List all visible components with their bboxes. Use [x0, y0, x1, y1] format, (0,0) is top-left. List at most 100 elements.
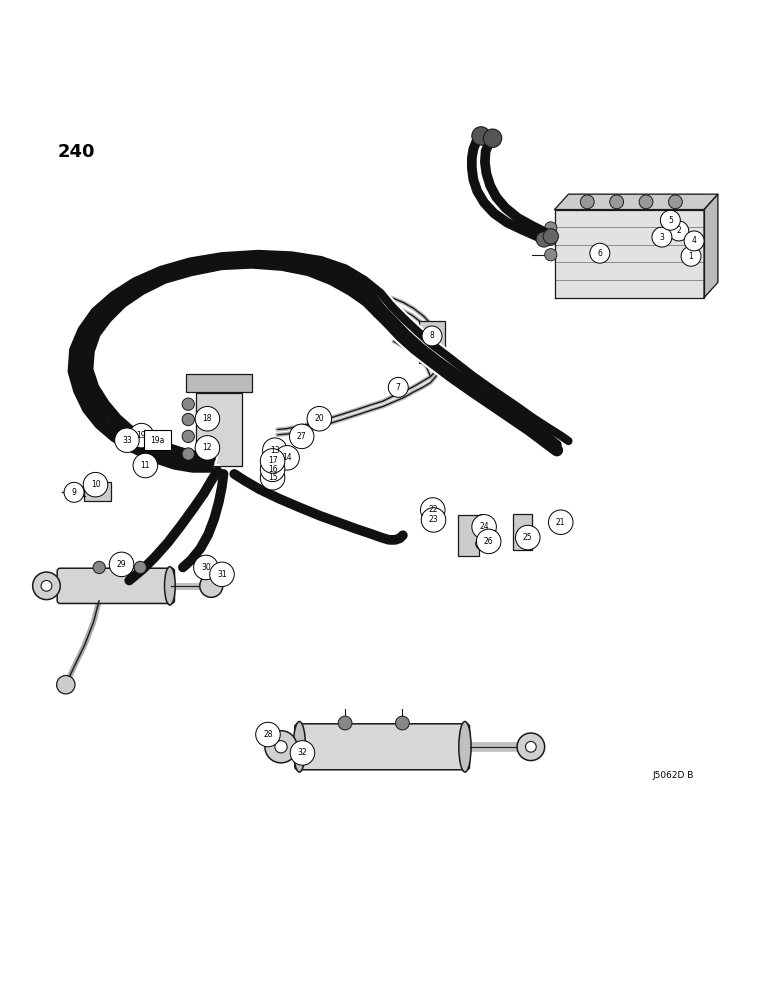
Circle shape: [660, 210, 680, 230]
Text: 32: 32: [298, 748, 307, 757]
Text: 22: 22: [428, 505, 438, 514]
Ellipse shape: [459, 722, 471, 772]
Text: 10: 10: [90, 480, 100, 489]
Circle shape: [476, 529, 501, 554]
Circle shape: [543, 229, 558, 244]
Text: 4: 4: [692, 236, 696, 245]
Text: 21: 21: [556, 518, 566, 527]
Circle shape: [517, 733, 545, 761]
Circle shape: [182, 448, 195, 460]
FancyBboxPatch shape: [57, 568, 174, 603]
Ellipse shape: [164, 567, 175, 605]
Text: 5: 5: [668, 216, 672, 225]
Text: 27: 27: [297, 432, 306, 441]
Text: 29: 29: [117, 560, 127, 569]
Circle shape: [265, 731, 297, 763]
Circle shape: [669, 221, 689, 241]
Circle shape: [307, 406, 332, 431]
FancyBboxPatch shape: [295, 724, 469, 770]
Text: 240: 240: [58, 143, 96, 161]
Circle shape: [32, 572, 60, 600]
Circle shape: [275, 741, 287, 753]
Text: 13: 13: [270, 446, 279, 455]
Circle shape: [516, 525, 540, 550]
Circle shape: [472, 127, 490, 145]
Circle shape: [526, 741, 537, 752]
FancyBboxPatch shape: [186, 374, 252, 392]
FancyBboxPatch shape: [84, 482, 111, 501]
Circle shape: [83, 472, 108, 497]
Circle shape: [260, 457, 285, 482]
Circle shape: [669, 195, 682, 209]
Circle shape: [537, 232, 551, 247]
Polygon shape: [196, 393, 242, 466]
Circle shape: [422, 508, 445, 532]
Circle shape: [182, 430, 195, 443]
Text: 33: 33: [122, 436, 132, 445]
Text: 19: 19: [137, 431, 147, 440]
Circle shape: [581, 195, 594, 209]
Circle shape: [194, 555, 218, 580]
Text: 23: 23: [428, 515, 438, 524]
Circle shape: [684, 231, 704, 251]
Circle shape: [260, 466, 285, 490]
Text: 16: 16: [268, 465, 277, 474]
Circle shape: [545, 249, 557, 261]
Polygon shape: [554, 194, 718, 210]
Polygon shape: [554, 210, 704, 298]
Circle shape: [395, 716, 409, 730]
Ellipse shape: [293, 722, 306, 772]
Circle shape: [590, 243, 610, 263]
Circle shape: [639, 195, 653, 209]
Circle shape: [476, 538, 488, 550]
Circle shape: [472, 515, 496, 539]
Text: 24: 24: [479, 522, 489, 531]
Text: 2: 2: [676, 226, 681, 235]
Text: 9: 9: [72, 488, 76, 497]
Circle shape: [290, 741, 315, 765]
Circle shape: [290, 424, 314, 449]
Circle shape: [110, 552, 134, 577]
Text: 14: 14: [283, 453, 292, 462]
Circle shape: [388, 377, 408, 397]
Circle shape: [134, 561, 147, 574]
Text: 26: 26: [484, 537, 493, 546]
Circle shape: [652, 227, 672, 247]
Circle shape: [476, 526, 488, 538]
Circle shape: [129, 423, 154, 448]
Circle shape: [133, 453, 157, 478]
Circle shape: [56, 676, 75, 694]
Text: 18: 18: [203, 414, 212, 423]
Circle shape: [195, 436, 220, 460]
Circle shape: [422, 326, 442, 346]
Text: 1: 1: [689, 252, 693, 261]
FancyBboxPatch shape: [144, 430, 171, 450]
Circle shape: [115, 428, 139, 452]
Text: 17: 17: [268, 456, 277, 465]
Circle shape: [548, 510, 573, 534]
Text: 28: 28: [263, 730, 273, 739]
Circle shape: [260, 449, 285, 473]
Text: 8: 8: [429, 331, 435, 340]
Circle shape: [275, 446, 300, 470]
Circle shape: [338, 716, 352, 730]
Text: 15: 15: [268, 473, 277, 482]
Text: 12: 12: [203, 443, 212, 452]
Text: 30: 30: [201, 563, 211, 572]
Circle shape: [545, 222, 557, 234]
Circle shape: [681, 246, 701, 266]
Text: 19a: 19a: [151, 436, 164, 445]
Circle shape: [200, 574, 223, 597]
Circle shape: [182, 413, 195, 426]
Circle shape: [93, 561, 105, 574]
Text: 11: 11: [141, 461, 150, 470]
Circle shape: [421, 498, 445, 522]
Circle shape: [41, 580, 52, 591]
Polygon shape: [704, 194, 718, 298]
Text: 3: 3: [659, 233, 665, 242]
Circle shape: [64, 482, 84, 502]
FancyBboxPatch shape: [419, 321, 445, 363]
Text: 25: 25: [523, 533, 533, 542]
Text: 7: 7: [396, 383, 401, 392]
Text: J5062D B: J5062D B: [652, 771, 694, 780]
